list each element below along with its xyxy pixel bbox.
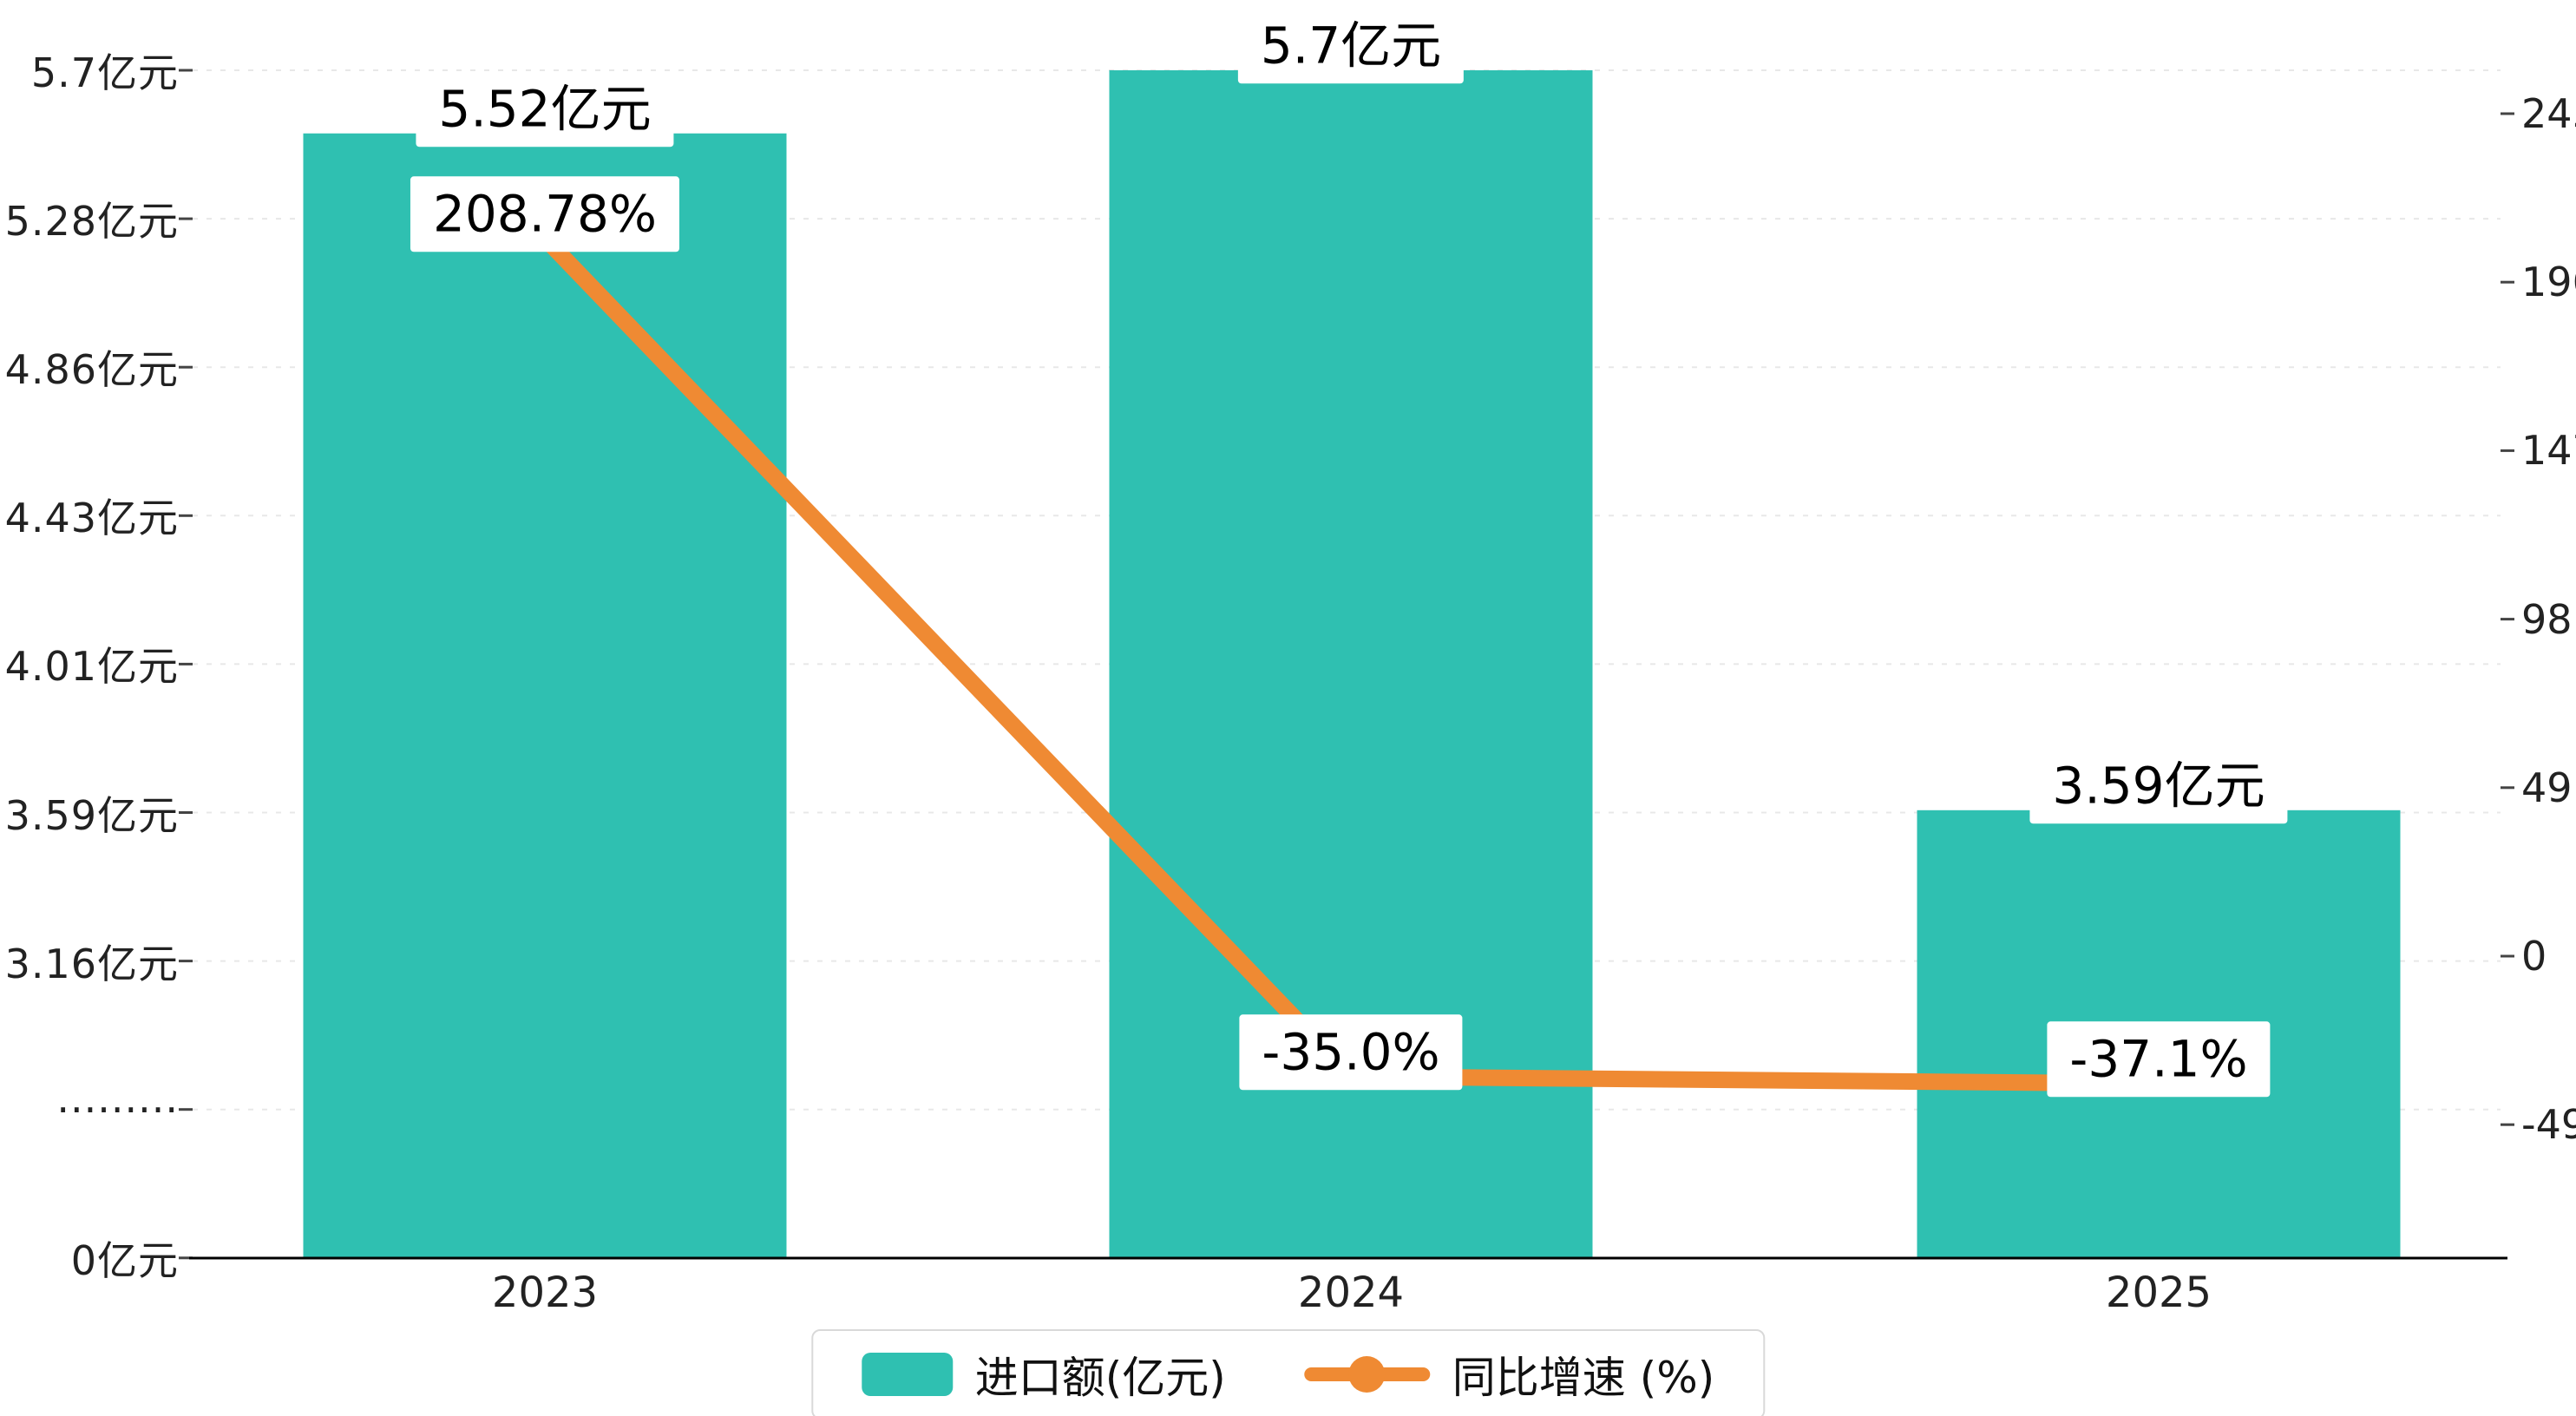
right-axis-tick-label: -49 xyxy=(2521,1101,2576,1149)
right-axis-tick-label: 245 xyxy=(2521,90,2576,137)
growth-value-label: -37.1% xyxy=(2047,1021,2271,1098)
legend-bar-label: 进口额(亿元) xyxy=(974,1353,1226,1403)
bar-value-label: 5.52亿元 xyxy=(416,71,674,148)
right-axis-tick-label: 49 xyxy=(2521,764,2573,811)
left-axis-tick-label: 0亿元 xyxy=(70,1236,179,1284)
legend: 进口额(亿元) 同比增速 (%) xyxy=(810,1329,1766,1416)
left-axis-tick-label: 5.28亿元 xyxy=(4,198,179,246)
legend-bar-swatch-icon xyxy=(861,1353,953,1396)
legend-line-label: 同比增速 (%) xyxy=(1452,1353,1715,1403)
growth-value-label: 208.78% xyxy=(410,175,680,252)
bar-value-label: 5.7亿元 xyxy=(1237,8,1465,84)
legend-line-dot-icon xyxy=(1348,1356,1386,1393)
x-axis-label: 2023 xyxy=(491,1268,599,1317)
bar-value-label: 3.59亿元 xyxy=(2029,748,2288,824)
right-axis-tick-label: 0 xyxy=(2521,933,2547,980)
left-axis-tick-label: 4.86亿元 xyxy=(4,346,179,394)
left-axis-tick-label: 4.01亿元 xyxy=(4,643,179,691)
right-axis-tick-label: 147 xyxy=(2521,427,2576,475)
left-axis-tick-label: 4.43亿元 xyxy=(4,495,179,542)
left-axis-tick-label: 5.7亿元 xyxy=(30,49,179,96)
legend-line-marker-icon xyxy=(1304,1353,1430,1396)
right-axis-tick-label: 196 xyxy=(2521,259,2576,306)
x-axis-label: 2025 xyxy=(2105,1268,2212,1317)
growth-value-label: -35.0% xyxy=(1239,1014,1463,1091)
right-axis-tick-label: 98 xyxy=(2521,595,2573,643)
bar-2023[interactable] xyxy=(303,133,787,1258)
left-axis-tick-label: 3.59亿元 xyxy=(4,791,179,839)
legend-item-growth[interactable]: 同比增速 (%) xyxy=(1304,1343,1714,1406)
left-axis-tick-label: 3.16亿元 xyxy=(4,940,179,987)
left-axis-break-label: ········· xyxy=(56,1085,179,1133)
x-axis-label: 2024 xyxy=(1297,1268,1405,1317)
legend-item-imports[interactable]: 进口额(亿元) xyxy=(861,1343,1226,1406)
